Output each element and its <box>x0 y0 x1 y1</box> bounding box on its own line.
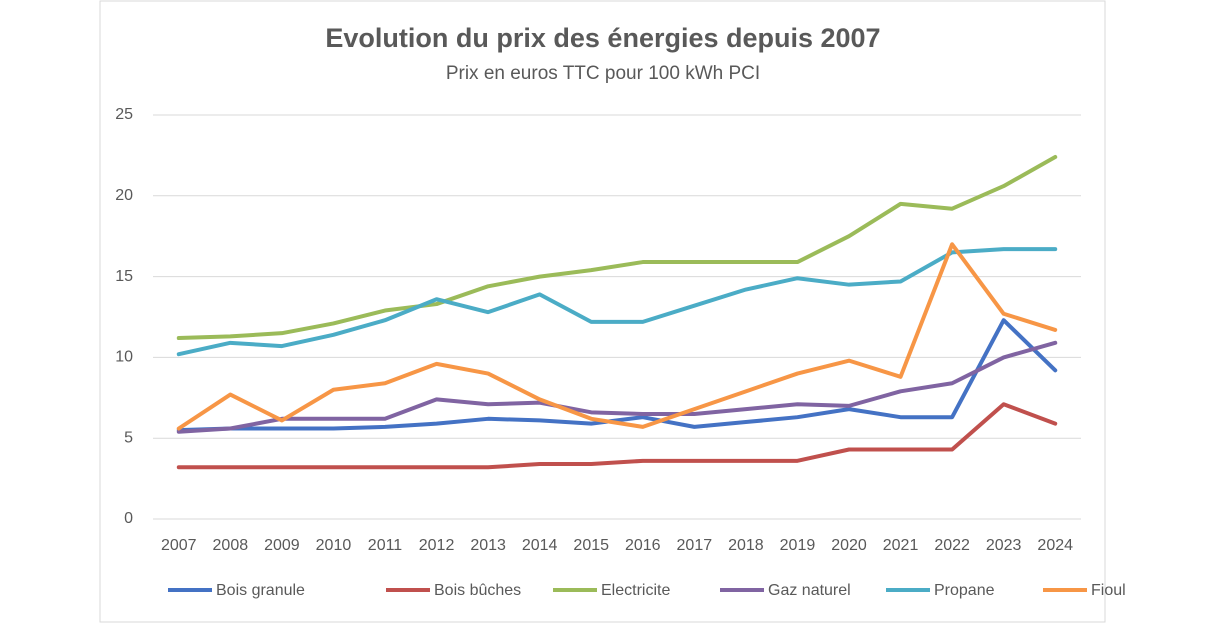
x-tick-label: 2012 <box>419 537 455 554</box>
chart-frame <box>99 0 1106 623</box>
x-tick-label: 2017 <box>677 537 713 554</box>
legend-label: Propane <box>934 582 995 599</box>
y-tick-label: 10 <box>115 349 133 366</box>
legend-label: Electricite <box>601 582 670 599</box>
legend-label: Fioul <box>1091 582 1126 599</box>
y-tick-label: 20 <box>115 187 133 204</box>
series-line <box>176 247 1058 357</box>
y-tick-label: 15 <box>115 268 133 285</box>
x-tick-label: 2014 <box>522 537 558 554</box>
legend-label: Bois granule <box>216 582 305 599</box>
series-line <box>176 318 1058 433</box>
legend-label: Bois bûches <box>434 582 521 599</box>
x-tick-label: 2008 <box>213 537 249 554</box>
x-tick-label: 2021 <box>883 537 919 554</box>
y-tick-label: 25 <box>115 106 133 123</box>
chart-subtitle: Prix en euros TTC pour 100 kWh PCI <box>446 63 760 84</box>
series-line <box>176 402 1058 470</box>
x-tick-label: 2010 <box>316 537 352 554</box>
x-tick-label: 2018 <box>728 537 764 554</box>
series-line <box>176 340 1058 434</box>
chart-title: Evolution du prix des énergies depuis 20… <box>325 23 880 53</box>
x-tick-label: 2013 <box>470 537 506 554</box>
x-tick-label: 2016 <box>625 537 661 554</box>
x-tick-label: 2019 <box>780 537 816 554</box>
series-line <box>176 155 1058 341</box>
series-line <box>176 242 1058 431</box>
y-tick-label: 5 <box>124 429 133 446</box>
x-tick-label: 2011 <box>368 537 403 554</box>
x-tick-label: 2009 <box>264 537 300 554</box>
x-tick-label: 2015 <box>573 537 609 554</box>
x-tick-label: 2023 <box>986 537 1022 554</box>
x-tick-label: 2020 <box>831 537 867 554</box>
x-tick-label: 2007 <box>161 537 197 554</box>
x-tick-label: 2024 <box>1037 537 1073 554</box>
x-tick-label: 2022 <box>934 537 970 554</box>
y-tick-label: 0 <box>124 510 133 527</box>
legend-label: Gaz naturel <box>768 582 851 599</box>
